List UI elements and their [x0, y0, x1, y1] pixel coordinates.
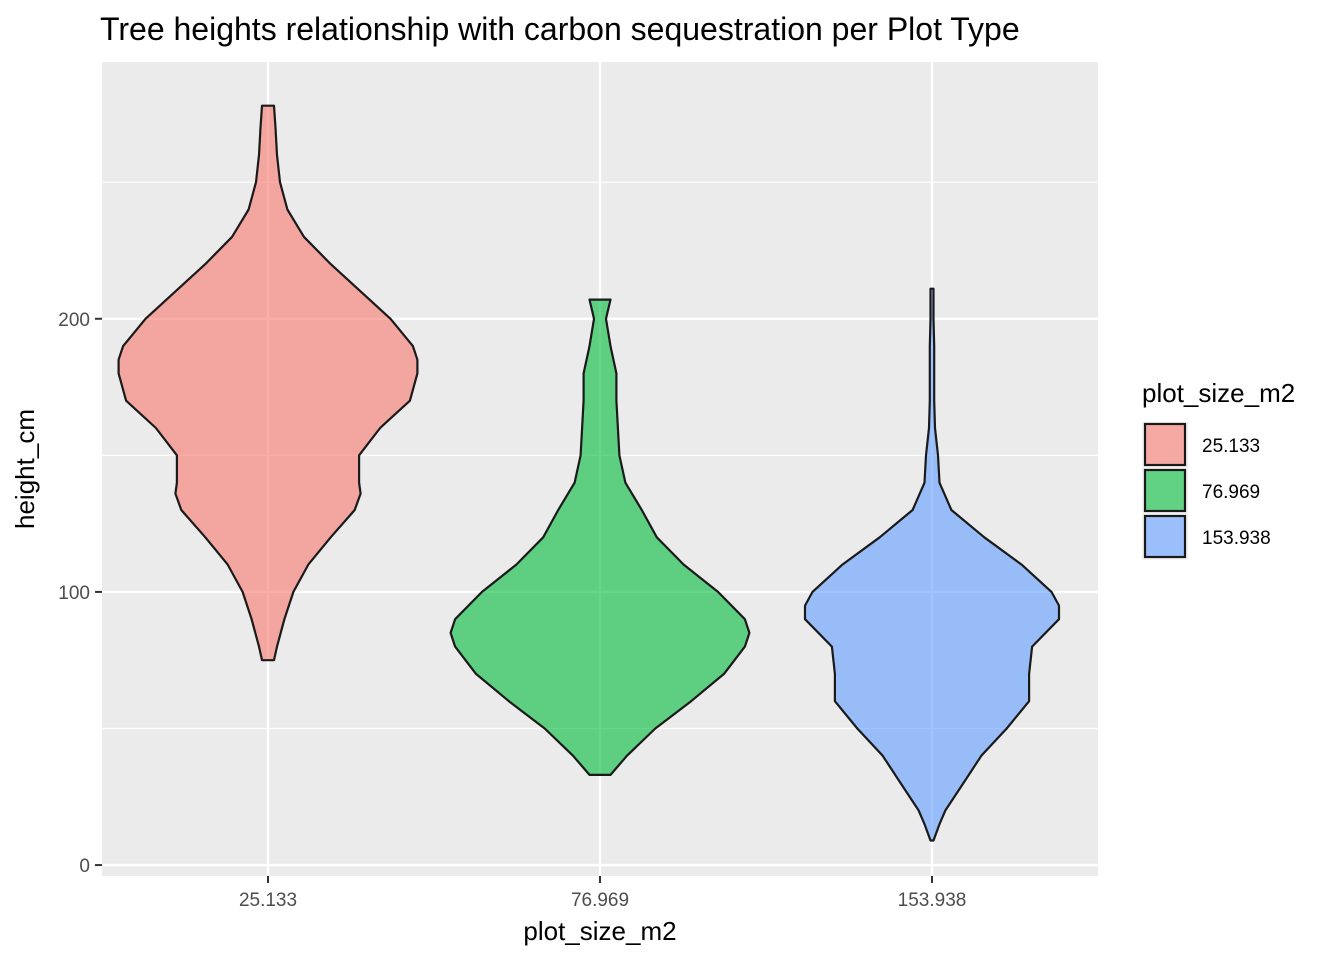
legend-label-1: 25.133 [1202, 436, 1260, 457]
x-tick-label: 153.938 [898, 890, 967, 911]
violin-3 [803, 287, 1061, 842]
legend-swatch-2 [1143, 468, 1187, 513]
chart-title: Tree heights relationship with carbon se… [100, 11, 1020, 47]
y-axis-title: height_cm [10, 409, 40, 529]
violin-2 [449, 298, 751, 776]
violin-1 [117, 104, 419, 662]
x-axis-title: plot_size_m2 [523, 916, 676, 946]
x-tick-label: 25.133 [239, 890, 297, 911]
legend-swatch-3 [1143, 514, 1187, 559]
x-axis: 25.133 76.969 153.938 [239, 876, 966, 911]
violin-group [117, 104, 1061, 842]
y-axis: 0 100 200 [58, 310, 102, 877]
x-tick-label: 76.969 [571, 890, 629, 911]
y-tick-label: 200 [58, 310, 90, 331]
legend: plot_size_m2 25.133 76.969 153.938 [1142, 378, 1295, 560]
legend-label-3: 153.938 [1202, 528, 1271, 549]
y-tick-label: 100 [58, 583, 90, 604]
legend-swatch-1 [1143, 422, 1187, 467]
y-tick-label: 0 [79, 856, 90, 877]
legend-label-2: 76.969 [1202, 482, 1260, 503]
legend-title: plot_size_m2 [1142, 378, 1295, 408]
